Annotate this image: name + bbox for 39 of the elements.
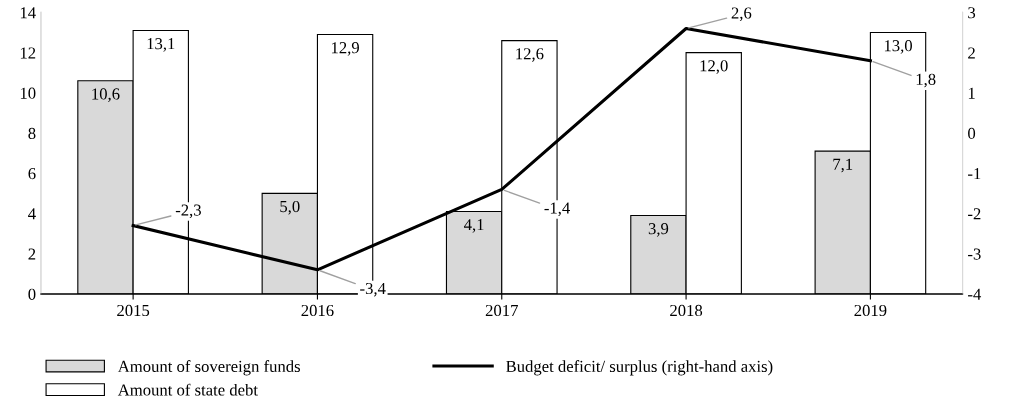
data-label: 12,9 (331, 42, 359, 56)
y2-tick-label: 3 (968, 7, 976, 19)
y2-tick-label: -1 (968, 168, 981, 180)
y-tick-label: 0 (28, 288, 36, 300)
data-label: 12,6 (516, 48, 544, 62)
legend-label: Amount of sovereign funds (117, 360, 300, 376)
x-tick-label: 2018 (670, 304, 703, 317)
y2-tick-label: -3 (968, 248, 981, 260)
y-tick-label: 8 (28, 127, 36, 140)
y-tick-label: 12 (20, 47, 36, 59)
y-tick-label: 14 (20, 7, 36, 19)
data-label: 4,1 (464, 219, 484, 233)
data-label: 2,6 (731, 7, 752, 21)
data-label: 5,0 (280, 200, 300, 215)
data-label: 10,6 (92, 88, 120, 102)
x-tick-label: 2016 (301, 304, 334, 317)
x-tick-label: 2019 (854, 304, 887, 317)
y2-tick-label: 0 (968, 127, 976, 140)
y2-tick-label: -4 (968, 288, 982, 300)
x-tick-label: 2015 (117, 304, 150, 317)
data-label: 7,1 (833, 158, 853, 173)
y-tick-label: 4 (28, 208, 36, 220)
data-label: 13,1 (147, 38, 175, 52)
data-label: -2,3 (175, 204, 201, 219)
y-tick-label: 6 (28, 168, 36, 180)
y-tick-label: 2 (28, 248, 36, 260)
legend-label: Amount of state debt (117, 383, 258, 396)
y2-tick-label: 1 (968, 87, 975, 99)
data-label: 13,0 (884, 40, 912, 54)
data-label: 12,0 (700, 60, 728, 74)
data-label: -1,4 (544, 202, 570, 217)
data-label: 1,8 (916, 73, 936, 88)
y2-tick-label: -2 (968, 208, 981, 220)
y-tick-label: 10 (20, 87, 36, 99)
legend-label: Budget deficit/ surplus (right-hand axis) (506, 360, 773, 376)
data-label: 3,9 (648, 223, 669, 237)
y2-tick-label: 2 (968, 47, 975, 59)
data-label: -3,4 (360, 282, 386, 297)
x-tick-label: 2017 (485, 304, 518, 317)
